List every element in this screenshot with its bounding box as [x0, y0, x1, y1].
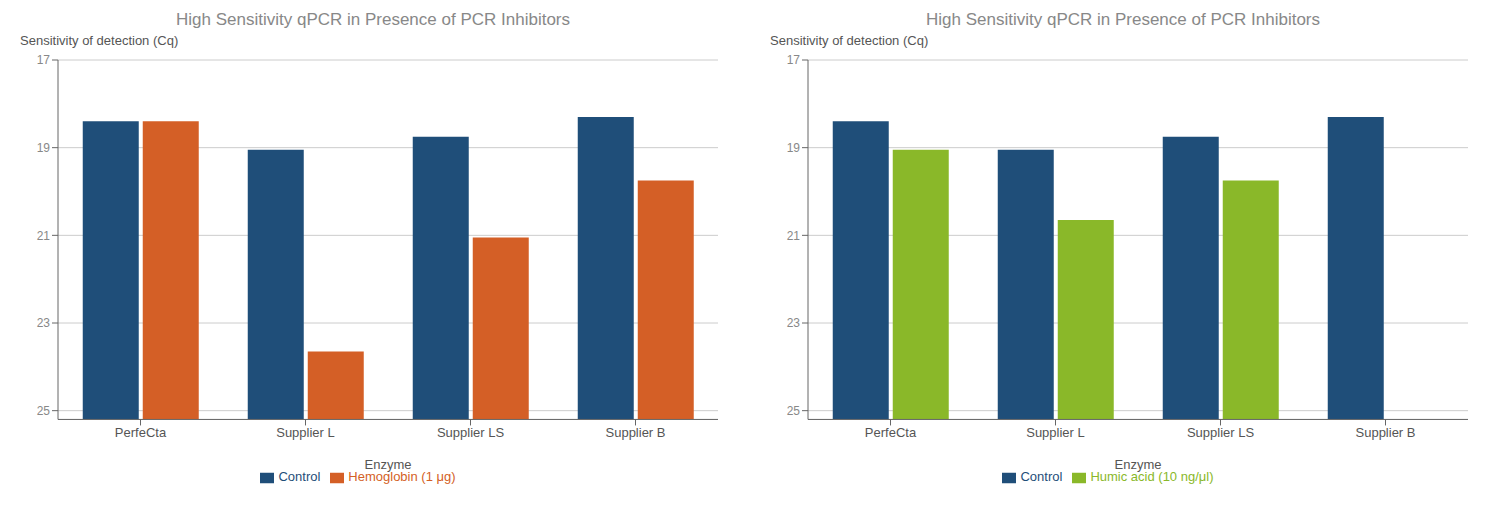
svg-text:Supplier L: Supplier L [1026, 425, 1085, 440]
svg-text:19: 19 [787, 141, 801, 155]
svg-text:25: 25 [787, 404, 801, 418]
svg-text:17: 17 [37, 53, 51, 67]
html-text:High Sensitivity qPCR in Prese: High Sensitivity qPCR in Presence of PCR… [926, 10, 1320, 29]
svg-text:PerfeCta: PerfeCta [115, 425, 167, 440]
svg-text:Supplier LS: Supplier LS [1187, 425, 1255, 440]
svg-text:Supplier B: Supplier B [1356, 425, 1416, 440]
html-text:Humic acid (10 ng/μl): Humic acid (10 ng/μl) [1090, 469, 1214, 485]
svg-text:23: 23 [787, 316, 801, 330]
html-text:Sensitivity of detection (Cq): Sensitivity of detection (Cq) [20, 33, 179, 48]
html-text:High Sensitivity qPCR in Prese: High Sensitivity qPCR in Presence of PCR… [176, 10, 570, 29]
svg-text:Supplier L: Supplier L [276, 425, 335, 440]
html-text:Sensitivity of detection (Cq): Sensitivity of detection (Cq) [770, 33, 929, 48]
html-text:Hemoglobin (1 μg): Hemoglobin (1 μg) [348, 469, 456, 485]
svg-text:23: 23 [37, 316, 51, 330]
html-text:Control: Control [278, 469, 321, 485]
svg-text:25: 25 [37, 404, 51, 418]
svg-text:19: 19 [37, 141, 51, 155]
svg-text:Supplier B: Supplier B [606, 425, 666, 440]
svg-text:PerfeCta: PerfeCta [865, 425, 917, 440]
svg-text:21: 21 [37, 229, 51, 243]
svg-text:Enzyme: Enzyme [1115, 457, 1162, 472]
svg-text:21: 21 [787, 229, 801, 243]
svg-text:Supplier LS: Supplier LS [437, 425, 505, 440]
html-text:Control: Control [1020, 469, 1063, 485]
svg-text:Enzyme: Enzyme [365, 457, 412, 472]
svg-text:17: 17 [787, 53, 801, 67]
